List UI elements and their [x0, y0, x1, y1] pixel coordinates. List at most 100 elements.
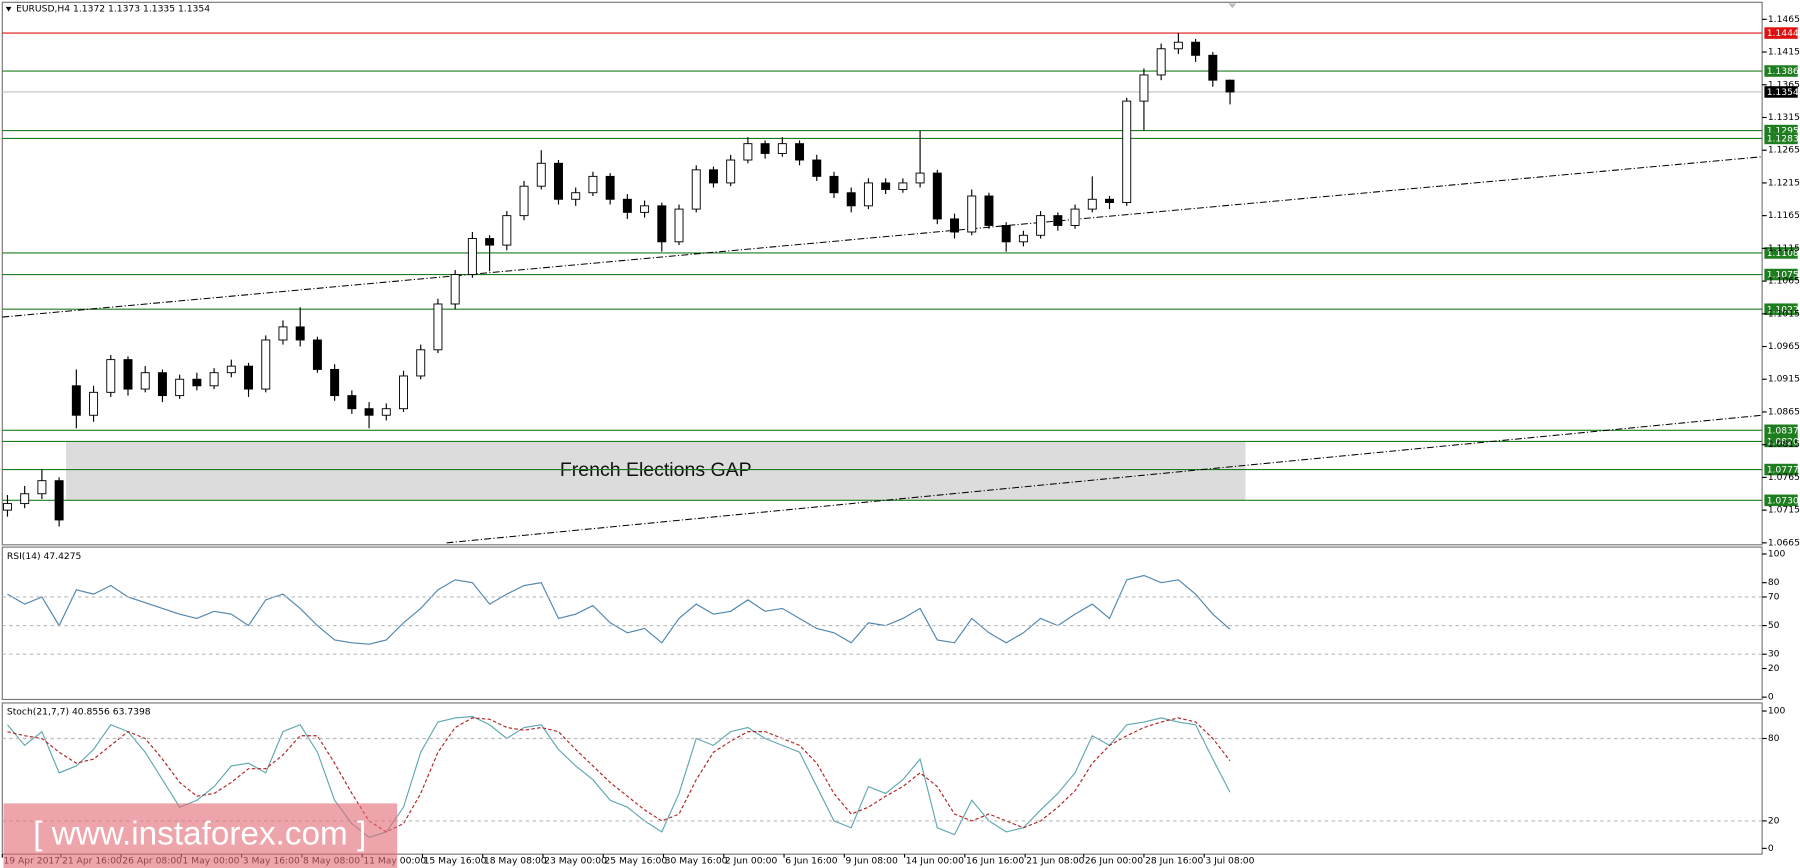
candle-body [829, 175, 839, 194]
candle-body [89, 391, 99, 416]
candle-body [674, 208, 684, 243]
y-tick-label: 100 [1768, 549, 1786, 560]
candle-body [760, 143, 770, 154]
level-label: 1.1444 [1767, 28, 1799, 39]
zones: French Elections GAP [66, 441, 1246, 501]
plot [2, 33, 1235, 839]
y-tick-label: 1.1065 [1768, 276, 1800, 287]
stoch-line [7, 717, 1231, 833]
y-tick-label: 1.1365 [1768, 79, 1800, 90]
candle-body [175, 378, 185, 397]
candle-body [71, 385, 81, 416]
y-tick-label: 80 [1768, 733, 1780, 744]
x-tick-label: 30 May 16:00 [665, 856, 728, 867]
candle-body [1156, 48, 1166, 76]
x-tick-label: 23 May 00:00 [544, 856, 607, 867]
candle-body [967, 195, 977, 233]
level-tag [1764, 494, 1798, 507]
stoch-title: Stoch(21,7,7) 40.8556 63.7398 [7, 707, 151, 718]
candle-body [2, 503, 12, 511]
candle-body [984, 195, 994, 226]
level-label: 1.1295 [1767, 126, 1799, 137]
candle-body [1001, 224, 1011, 243]
candle-body [226, 365, 236, 374]
y-tick-label: 80 [1768, 577, 1780, 588]
y-tick-label: 1.1115 [1768, 243, 1800, 254]
candle-body [1018, 234, 1028, 243]
rsi-title: RSI(14) 47.4275 [7, 551, 82, 562]
candle-body [1139, 74, 1149, 102]
level-label: 1.0820 [1767, 436, 1799, 447]
candle-body [106, 359, 116, 393]
x-tick-label: 28 Jun 16:00 [1145, 856, 1203, 867]
candle-body [1208, 54, 1218, 81]
candle-body [157, 372, 167, 397]
y-tick-label: 1.0715 [1768, 505, 1800, 516]
level-tag [1764, 124, 1798, 137]
x-tick-label: 15 May 16:00 [424, 856, 487, 867]
y-tick-label: 70 [1768, 591, 1780, 602]
candle-body [1105, 198, 1114, 204]
menu-arrow [5, 6, 12, 12]
y-tick-label: 1.1415 [1768, 47, 1800, 58]
candle-body [795, 143, 805, 161]
candle-body [726, 159, 736, 184]
y-tick-label: 100 [1768, 706, 1786, 717]
y-tick-label: 1.1165 [1768, 210, 1800, 221]
candle-body [1191, 41, 1201, 56]
candle-body [640, 205, 650, 213]
level-tag [1764, 27, 1798, 39]
x-tick-label: 26 Jun 00:00 [1085, 856, 1143, 867]
level-tag [1764, 424, 1798, 437]
y-tick-label: 20 [1768, 663, 1780, 674]
y-tick-label: 30 [1768, 649, 1780, 660]
y-tick-label: 20 [1768, 815, 1780, 826]
candle-body [261, 339, 271, 390]
candle-body [1225, 79, 1235, 93]
candle-body [295, 326, 305, 341]
level-label: 1.1283 [1767, 133, 1799, 144]
candle-body [1053, 215, 1063, 226]
y-tick-label: 1.1465 [1768, 14, 1800, 25]
candle-body [123, 359, 133, 390]
x-tick-label: 14 Jun 00:00 [906, 856, 964, 867]
candle-body [691, 169, 701, 210]
candle-body [364, 408, 374, 416]
candle-body [622, 198, 632, 213]
candle-body [244, 365, 254, 390]
zone [66, 441, 1246, 501]
candle-body [708, 169, 718, 184]
candle-body [743, 143, 753, 161]
level-tag [1764, 247, 1798, 259]
rsi-line [7, 574, 1231, 645]
y-tick-label: 0 [1768, 692, 1774, 703]
candle-body [881, 182, 891, 190]
level-label: 1.0730 [1767, 495, 1799, 506]
y-tick-label: 1.0915 [1768, 374, 1800, 385]
x-tick-label: 18 May 08:00 [484, 856, 547, 867]
chart-title: EURUSD,H4 1.1372 1.1373 1.1335 1.1354 [16, 4, 210, 15]
y-tick-label: 1.0865 [1768, 406, 1800, 417]
stoch-line [7, 715, 1231, 839]
candle-body [330, 368, 340, 397]
candle-body [536, 162, 546, 187]
candle-body [846, 192, 856, 207]
trendline [2, 156, 1763, 318]
level-label: 1.1354 [1767, 87, 1799, 98]
level-tag [1764, 268, 1798, 281]
candle-body [915, 172, 925, 184]
y-tick-label: 1.1015 [1768, 308, 1800, 319]
candle-body [605, 175, 615, 200]
candle-body [1087, 198, 1097, 210]
candle-body [450, 274, 460, 305]
y-tick-label: 1.1315 [1768, 112, 1800, 123]
y-tick-label: 1.0965 [1768, 341, 1800, 352]
watermark: [ www.instaforex.com ] [33, 815, 366, 852]
candle-body [588, 175, 598, 194]
candle-body [433, 303, 443, 351]
candle-body [416, 349, 426, 377]
candle-body [140, 372, 150, 390]
